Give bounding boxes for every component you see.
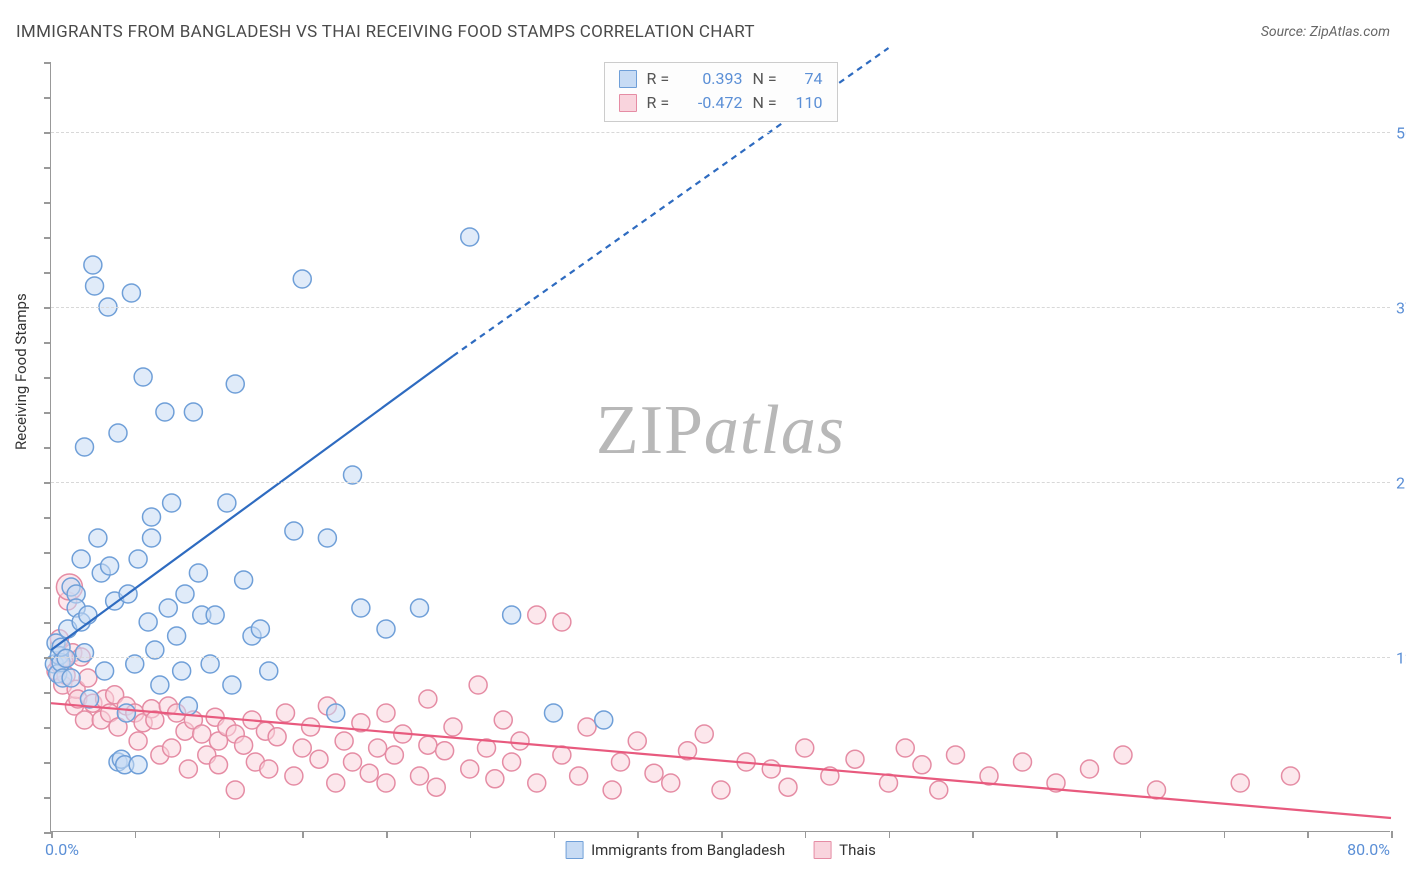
x-tick [1391, 831, 1393, 838]
y-tick [44, 272, 51, 274]
x-tick [51, 831, 53, 838]
grid-line: 50.0% [51, 132, 1390, 133]
stats-row-pink: R = -0.472 N = 110 [619, 91, 823, 115]
y-tick-label: 37.5% [1396, 299, 1406, 318]
grid-line: 12.5% [51, 657, 1390, 658]
bottom-legend: Immigrants from Bangladesh Thais [565, 841, 876, 859]
y-tick [44, 167, 51, 169]
swatch-blue-icon [619, 70, 637, 88]
grid-line: 37.5% [51, 307, 1390, 308]
legend-swatch-pink-icon [813, 841, 831, 859]
y-tick [44, 482, 51, 484]
y-tick [44, 657, 51, 659]
y-tick [44, 587, 51, 589]
x-tick [1307, 831, 1309, 838]
x-tick [554, 831, 556, 838]
x-tick [721, 831, 723, 838]
legend-label-blue: Immigrants from Bangladesh [591, 841, 785, 859]
x-tick [1056, 831, 1058, 838]
y-axis-label: Receiving Food Stamps [12, 293, 30, 450]
y-tick [44, 62, 51, 64]
stat-r-label: R = [647, 67, 673, 91]
x-tick-min: 0.0% [45, 840, 79, 859]
y-tick [44, 832, 51, 834]
y-tick [44, 762, 51, 764]
x-tick-max: 80.0% [1347, 840, 1390, 859]
legend-item-blue: Immigrants from Bangladesh [565, 841, 785, 859]
y-tick [44, 377, 51, 379]
y-tick [44, 517, 51, 519]
y-tick-label: 25.0% [1396, 474, 1406, 493]
y-tick [44, 552, 51, 554]
y-tick [44, 797, 51, 799]
chart-title: IMMIGRANTS FROM BANGLADESH VS THAI RECEI… [16, 22, 755, 42]
y-tick [44, 237, 51, 239]
grid-line: 25.0% [51, 482, 1390, 483]
x-tick [972, 831, 974, 838]
stat-n-label: N = [753, 91, 779, 115]
stats-box: R = 0.393 N = 74 R = -0.472 N = 110 [604, 62, 838, 122]
y-tick [44, 97, 51, 99]
x-tick [386, 831, 388, 838]
source-attribution: Source: ZipAtlas.com [1261, 24, 1390, 40]
x-tick [889, 831, 891, 838]
x-tick [219, 831, 221, 838]
y-tick [44, 727, 51, 729]
stat-n-blue: 74 [789, 67, 823, 91]
x-tick [805, 831, 807, 838]
x-tick [637, 831, 639, 838]
y-tick [44, 202, 51, 204]
stat-n-pink: 110 [789, 91, 823, 115]
y-tick [44, 342, 51, 344]
swatch-pink-icon [619, 94, 637, 112]
stat-r-label: R = [647, 91, 673, 115]
y-tick [44, 412, 51, 414]
x-tick [1224, 831, 1226, 838]
legend-label-pink: Thais [839, 841, 876, 859]
y-tick-label: 12.5% [1396, 649, 1406, 668]
x-tick [1140, 831, 1142, 838]
y-tick [44, 132, 51, 134]
y-tick [44, 307, 51, 309]
chart-svg [51, 62, 1390, 831]
y-tick [44, 692, 51, 694]
stat-r-pink: -0.472 [683, 91, 743, 115]
stat-r-blue: 0.393 [683, 67, 743, 91]
x-tick [135, 831, 137, 838]
stat-n-label: N = [753, 67, 779, 91]
y-tick [44, 622, 51, 624]
y-tick-label: 50.0% [1396, 124, 1406, 143]
plot-area: ZIPatlas R = 0.393 N = 74 R = -0.472 N =… [50, 62, 1390, 832]
y-tick [44, 447, 51, 449]
legend-swatch-blue-icon [565, 841, 583, 859]
legend-item-pink: Thais [813, 841, 876, 859]
stats-row-blue: R = 0.393 N = 74 [619, 67, 823, 91]
x-tick [302, 831, 304, 838]
x-tick [470, 831, 472, 838]
